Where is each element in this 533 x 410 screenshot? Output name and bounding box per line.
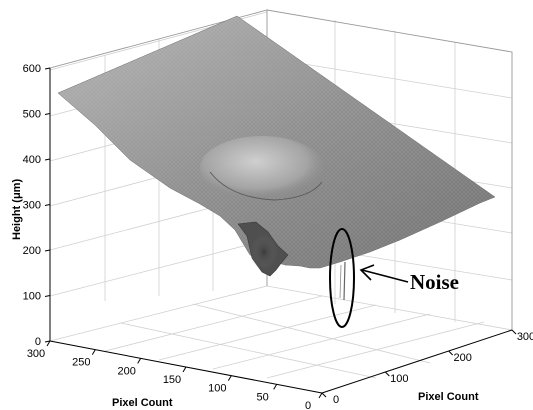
noise-arrow [361, 269, 409, 283]
tick-mark [44, 113, 51, 115]
tick-mark [44, 158, 51, 161]
tick-mark [44, 249, 51, 252]
tick-mark [511, 329, 517, 335]
z-tick-label: 200 [23, 245, 41, 257]
tick-mark [44, 204, 51, 206]
surface [57, 15, 496, 301]
y-tick-label: 300 [517, 331, 533, 343]
noise-ellipse [329, 228, 355, 328]
y-tick-label: 0 [333, 394, 339, 406]
surface-bump [200, 136, 324, 200]
z-tick-label: 600 [23, 63, 41, 75]
x-tick-label: 100 [208, 383, 226, 395]
x-tick-label: 0 [305, 400, 311, 410]
tick-mark [273, 384, 278, 390]
z-tick-label: 400 [23, 154, 41, 166]
noise-label: Noise [410, 270, 459, 294]
tick-mark [384, 371, 390, 377]
y-tick-label: 100 [390, 373, 408, 385]
x-tick-label: 250 [72, 357, 90, 369]
tick-mark [182, 366, 187, 373]
tick-mark [448, 350, 454, 356]
tick-mark [321, 392, 327, 398]
x-tick-label: 200 [117, 365, 135, 377]
x-tick-label: 50 [257, 391, 269, 403]
z-axis-ticks: 0 100 200 300 400 500 600 [23, 63, 51, 348]
noise-annotation: Noise [329, 228, 459, 328]
tick-mark [91, 349, 96, 355]
y-tick-label: 200 [453, 352, 471, 364]
noise-spike [343, 261, 346, 301]
tick-mark [44, 340, 51, 343]
x-tick-label: 300 [27, 348, 45, 360]
z-tick-label: 100 [23, 291, 41, 303]
x-axis-ticks: 0 50 100 150 200 250 300 [27, 340, 323, 410]
tick-mark [44, 295, 51, 297]
tick-mark [318, 392, 323, 399]
z-tick-label: 300 [23, 200, 41, 212]
y-axis-label: Pixel Count [418, 391, 479, 403]
tick-mark [137, 358, 142, 364]
z-tick-label: 500 [23, 109, 41, 121]
x-axis-label: Pixel Count [112, 397, 173, 409]
tick-mark [44, 67, 51, 70]
z-axis-label: Height (μm) [11, 179, 23, 240]
tick-mark [227, 375, 232, 381]
x-tick-label: 150 [163, 374, 181, 386]
tick-mark [46, 340, 51, 347]
y-axis-ticks: 0 100 200 300 [321, 329, 533, 406]
z-tick-label: 0 [35, 336, 41, 348]
